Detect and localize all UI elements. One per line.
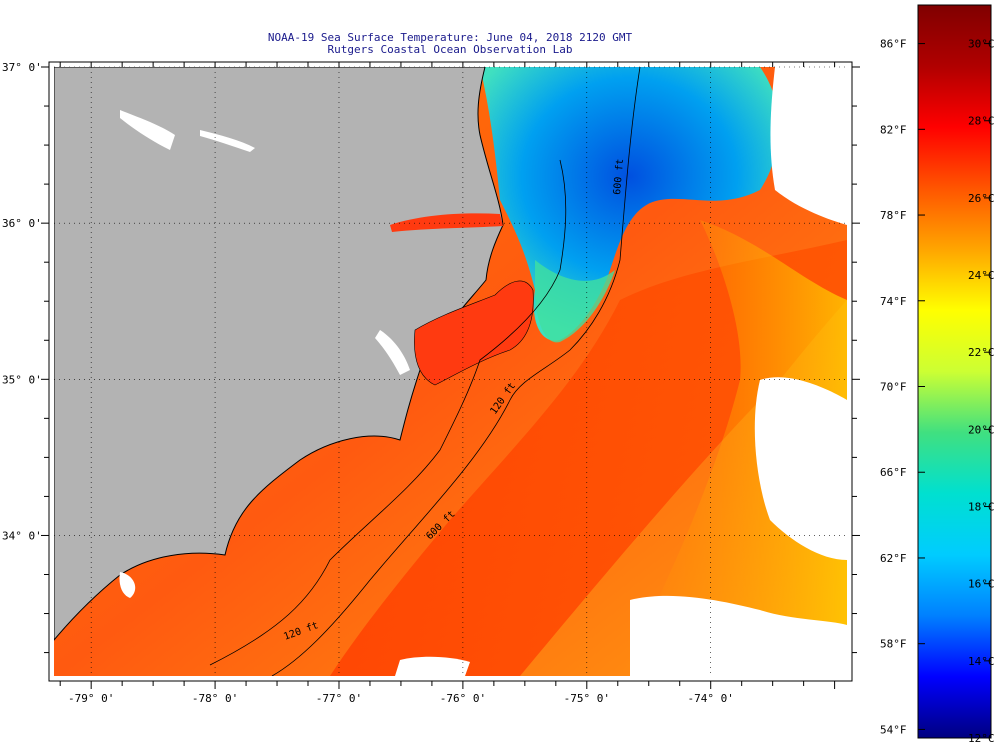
lon-label: -77° 0'	[316, 692, 362, 705]
cloud-ne	[770, 67, 847, 225]
c-label: 12°C	[968, 732, 995, 745]
c-label: 18°C	[968, 501, 995, 514]
c-label: 30°C	[968, 38, 995, 51]
map-area	[54, 67, 847, 676]
lat-label: 36° 0'	[2, 217, 42, 230]
cold-shelf-water	[480, 67, 779, 341]
map-subtitle: Rutgers Coastal Ocean Observation Lab	[327, 43, 573, 56]
lon-label: -75° 0'	[564, 692, 610, 705]
colorbar-c-labels: 30°C 28°C 26°C 24°C 22°C 20°C 18°C 16°C 14°C 12°C	[968, 38, 995, 745]
inland-reservoirs	[120, 110, 255, 152]
f-label: 54°F	[880, 723, 907, 736]
offshore-warmer	[620, 220, 847, 676]
f-label: 70°F	[880, 381, 907, 394]
cloud-east	[754, 377, 847, 560]
map-title: NOAA-19 Sea Surface Temperature: June 04…	[267, 31, 633, 44]
lon-label: -74° 0'	[688, 692, 734, 705]
cloud-s	[395, 656, 470, 676]
c-label: 20°C	[968, 423, 995, 436]
lon-label: -78° 0'	[192, 692, 238, 705]
albemarle-sound	[390, 213, 503, 232]
c-label: 22°C	[968, 346, 995, 359]
longitude-labels: -79° 0' -78° 0' -77° 0' -76° 0' -75° 0' -74° …	[68, 692, 734, 705]
c-label: 16°C	[968, 578, 995, 591]
f-label: 62°F	[880, 552, 907, 565]
f-label: 82°F	[880, 123, 907, 136]
isobath-label: 600 ft	[612, 158, 626, 195]
river-estuary	[375, 330, 410, 375]
f-label: 66°F	[880, 466, 907, 479]
f-label: 86°F	[880, 38, 907, 51]
frame-ticks	[41, 62, 860, 689]
c-label: 28°C	[968, 115, 995, 128]
gulf-stream	[330, 240, 847, 676]
colorbar-f-labels: 86°F 82°F 78°F 74°F 70°F 66°F 62°F 58°F 54°F	[880, 38, 925, 736]
f-label: 74°F	[880, 295, 907, 308]
lon-label: -79° 0'	[68, 692, 114, 705]
lat-label: 35° 0'	[2, 373, 42, 386]
isobath-120ft	[209, 159, 567, 666]
graticule	[54, 66, 847, 676]
pamlico-sound	[414, 280, 534, 386]
colorbar	[917, 4, 992, 739]
cloud-sw	[119, 572, 136, 598]
cloud-se	[630, 595, 847, 676]
land	[54, 67, 504, 641]
lat-label: 34° 0'	[2, 529, 42, 542]
f-label: 78°F	[880, 209, 907, 222]
c-label: 24°C	[968, 269, 995, 282]
lat-label: 37° 0'	[2, 61, 42, 74]
c-label: 14°C	[968, 655, 995, 668]
c-label: 26°C	[968, 192, 995, 205]
isobath-600ft	[271, 67, 641, 676]
f-label: 58°F	[880, 638, 907, 651]
lon-label: -76° 0'	[440, 692, 486, 705]
latitude-labels: 37° 0' 36° 0' 35° 0' 34° 0'	[2, 61, 42, 542]
